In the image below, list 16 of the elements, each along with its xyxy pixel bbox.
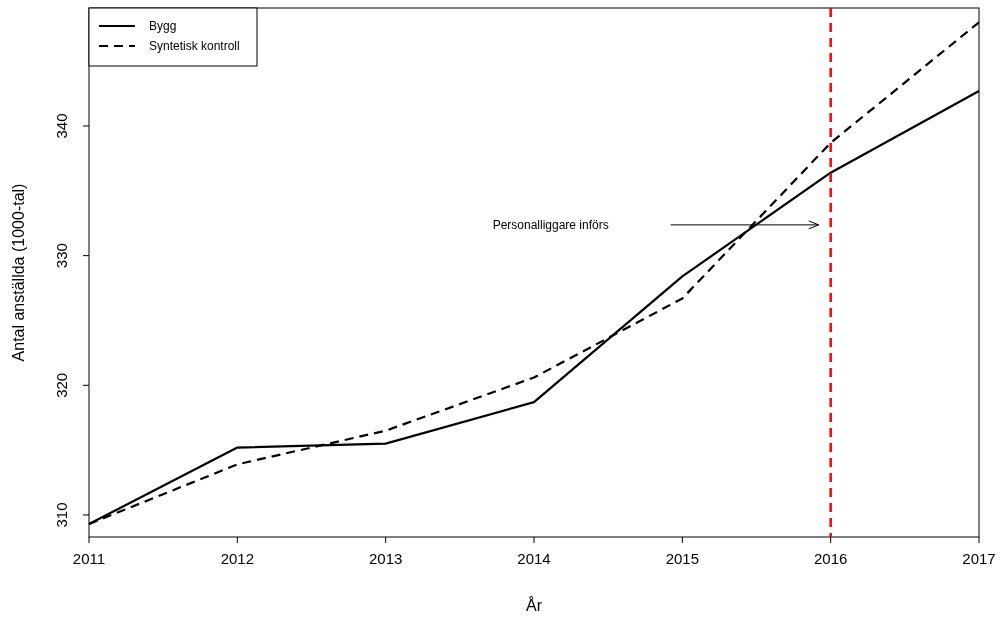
x-tick-label: 2016 xyxy=(813,550,848,567)
x-tick-label: 2015 xyxy=(665,550,700,567)
x-tick-label: 2011 xyxy=(72,550,106,567)
legend-label: Bygg xyxy=(149,19,177,33)
x-tick-label: 2012 xyxy=(220,550,255,567)
y-tick-label: 320 xyxy=(53,372,70,398)
y-tick-label: 340 xyxy=(53,113,70,139)
x-tick-label: 2014 xyxy=(517,550,551,567)
y-tick-label: 330 xyxy=(53,243,70,269)
x-axis-title: År xyxy=(526,596,543,614)
legend-label: Syntetisk kontroll xyxy=(149,39,240,53)
x-tick-label: 2017 xyxy=(962,550,996,567)
y-tick-label: 310 xyxy=(53,502,70,528)
annotation: Personalliggare införs xyxy=(492,217,609,232)
y-axis-title: Antal anställda (1000-tal) xyxy=(10,183,27,362)
x-tick-label: 2013 xyxy=(368,550,403,567)
